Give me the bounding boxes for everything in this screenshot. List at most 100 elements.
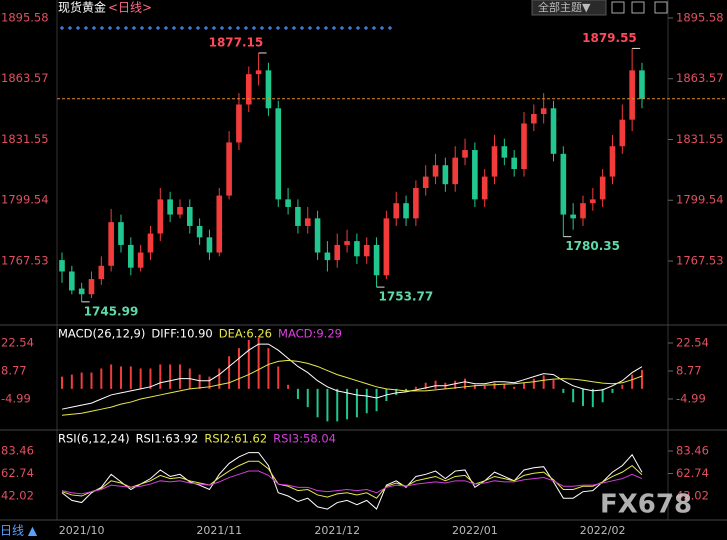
candle-body bbox=[481, 176, 488, 200]
y-tick-label: 1767.53 bbox=[676, 253, 724, 267]
candle-body bbox=[265, 70, 272, 109]
extreme-label: 1879.55 bbox=[582, 31, 637, 45]
extreme-label: 1877.15 bbox=[209, 35, 264, 49]
theme-button[interactable] bbox=[531, 0, 607, 16]
event-marker bbox=[203, 25, 209, 31]
y-tick-label: 1799.54 bbox=[1, 193, 49, 207]
candle-body bbox=[216, 195, 223, 253]
candle-body bbox=[59, 260, 65, 272]
candle-body bbox=[334, 244, 341, 261]
legend-entry: RSI1:63.92 bbox=[136, 432, 199, 446]
candle-body bbox=[432, 165, 439, 177]
event-marker bbox=[75, 25, 81, 31]
legend-entry: DIFF:10.90 bbox=[151, 327, 212, 341]
candle-body bbox=[629, 70, 635, 120]
event-marker bbox=[83, 25, 89, 31]
candle-body bbox=[413, 187, 419, 219]
event-marker bbox=[99, 25, 105, 31]
event-marker bbox=[107, 25, 113, 31]
candle-body bbox=[314, 218, 321, 253]
event-marker bbox=[227, 25, 233, 31]
event-marker bbox=[163, 25, 169, 31]
event-marker bbox=[67, 25, 73, 31]
candle-body bbox=[403, 203, 409, 219]
extreme-label: 1753.77 bbox=[379, 290, 434, 304]
candle-body bbox=[619, 119, 626, 147]
candle-body bbox=[177, 206, 183, 215]
y-tick-label: 1895.58 bbox=[1, 11, 49, 25]
candle-body bbox=[275, 108, 282, 200]
candle-body bbox=[324, 252, 331, 261]
candle-body bbox=[590, 199, 596, 204]
candle-body bbox=[462, 150, 468, 158]
extreme-label: 1745.99 bbox=[84, 304, 139, 318]
event-marker bbox=[59, 25, 65, 31]
candle-body bbox=[354, 241, 360, 257]
line bbox=[61, 452, 643, 510]
y-tick-label: 1863.57 bbox=[1, 71, 49, 85]
event-marker bbox=[147, 25, 153, 31]
candle-body bbox=[285, 199, 291, 207]
candle-body bbox=[344, 241, 350, 245]
candle-body bbox=[88, 279, 95, 295]
y-tick-label: 62.74 bbox=[676, 466, 709, 480]
y-tick-label: 42.02 bbox=[1, 489, 34, 503]
line bbox=[61, 359, 643, 416]
event-marker bbox=[235, 25, 241, 31]
x-tick-label: 2022/02 bbox=[580, 524, 626, 537]
event-marker bbox=[251, 25, 257, 31]
y-tick-label: 22.54 bbox=[676, 335, 709, 349]
y-tick-label: 1831.55 bbox=[1, 132, 49, 146]
legend-entry: MACD(26,12,9) bbox=[58, 327, 145, 341]
y-tick-label: 1895.58 bbox=[676, 11, 724, 25]
candle-body bbox=[373, 244, 380, 276]
legend-entry: RSI(6,12,24) bbox=[58, 432, 130, 446]
candle-body bbox=[540, 108, 547, 114]
candle-body bbox=[98, 265, 105, 280]
candle-body bbox=[560, 153, 567, 215]
event-marker bbox=[243, 25, 249, 31]
y-tick-label: 1799.54 bbox=[676, 193, 724, 207]
event-marker bbox=[195, 25, 201, 31]
period: <日线> bbox=[108, 1, 152, 15]
y-tick-label: 8.77 bbox=[1, 364, 27, 378]
candle-body bbox=[108, 222, 114, 266]
event-marker bbox=[219, 25, 225, 31]
candle-body bbox=[255, 70, 262, 75]
footer-period[interactable]: 日线 ▲ bbox=[0, 524, 38, 538]
event-marker bbox=[131, 25, 137, 31]
candle-body bbox=[521, 123, 527, 170]
x-tick-label: 2022/01 bbox=[452, 524, 498, 537]
y-tick-label: 1767.53 bbox=[1, 253, 49, 267]
candle-body bbox=[118, 222, 124, 245]
candle-body bbox=[442, 165, 449, 185]
y-tick-label: 1863.57 bbox=[676, 71, 724, 85]
candle-body bbox=[186, 206, 193, 226]
candle-body bbox=[570, 214, 576, 219]
line bbox=[61, 343, 643, 410]
candle-body bbox=[304, 218, 311, 226]
legend-entry: MACD:9.29 bbox=[278, 327, 342, 341]
y-tick-label: 1831.55 bbox=[676, 132, 724, 146]
event-marker bbox=[179, 25, 185, 31]
candle-body bbox=[580, 203, 586, 219]
candle-body bbox=[245, 74, 252, 105]
candle-body bbox=[383, 218, 390, 276]
theme-button-label[interactable]: 全部主题▼ bbox=[538, 0, 591, 14]
event-marker bbox=[91, 25, 97, 31]
icon[interactable] bbox=[631, 1, 645, 14]
candle-body bbox=[472, 150, 478, 200]
icon[interactable] bbox=[654, 1, 668, 14]
event-marker bbox=[171, 25, 177, 31]
candle-body bbox=[128, 244, 134, 268]
candle-body bbox=[609, 146, 616, 177]
icon[interactable] bbox=[611, 1, 625, 14]
candle-body bbox=[206, 237, 213, 253]
candle-body bbox=[69, 271, 75, 291]
candle-body bbox=[236, 104, 242, 143]
candle-body bbox=[639, 70, 645, 99]
candle-body bbox=[599, 176, 606, 200]
line bbox=[61, 460, 643, 499]
x-tick-label: 2021/10 bbox=[59, 524, 105, 537]
